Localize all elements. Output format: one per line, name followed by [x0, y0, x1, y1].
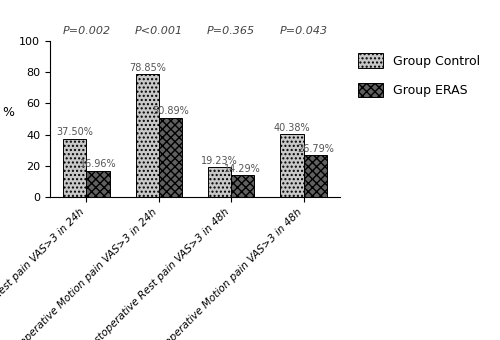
Text: 14.29%: 14.29%: [224, 164, 261, 174]
Text: P=0.365: P=0.365: [207, 26, 256, 36]
Bar: [63, 139, 86, 197]
Text: P<0.001: P<0.001: [134, 26, 183, 36]
Bar: [208, 167, 231, 197]
Text: 37.50%: 37.50%: [56, 127, 93, 137]
Bar: [280, 134, 303, 197]
Text: 78.85%: 78.85%: [129, 63, 166, 73]
Text: 16.96%: 16.96%: [80, 159, 116, 169]
Text: 50.89%: 50.89%: [152, 106, 188, 116]
Text: P=0.043: P=0.043: [280, 26, 328, 36]
Bar: [304, 155, 327, 197]
Bar: [231, 175, 254, 197]
Y-axis label: %: %: [2, 106, 14, 119]
Text: P=0.002: P=0.002: [62, 26, 110, 36]
Text: 40.38%: 40.38%: [274, 123, 310, 133]
Bar: [159, 118, 182, 197]
Legend: Group Control, Group ERAS: Group Control, Group ERAS: [352, 47, 486, 103]
Text: 26.79%: 26.79%: [297, 144, 334, 154]
Text: 19.23%: 19.23%: [202, 156, 238, 166]
Bar: [86, 171, 110, 197]
Bar: [136, 74, 159, 197]
